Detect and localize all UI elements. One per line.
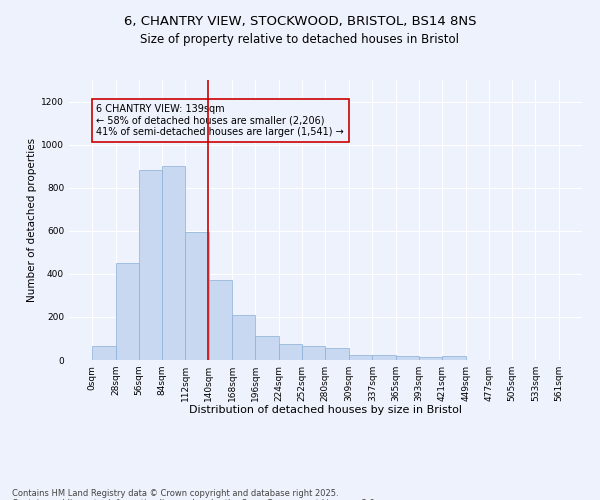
Bar <box>209 280 232 360</box>
Bar <box>442 356 466 360</box>
Text: Contains public sector information licensed under the Open Government Licence v3: Contains public sector information licen… <box>12 498 377 500</box>
Bar <box>325 348 349 360</box>
Bar <box>302 346 325 360</box>
Bar <box>396 356 419 360</box>
Bar <box>139 170 162 360</box>
Bar <box>116 263 139 360</box>
Bar <box>92 346 116 360</box>
Text: 6 CHANTRY VIEW: 139sqm
← 58% of detached houses are smaller (2,206)
41% of semi-: 6 CHANTRY VIEW: 139sqm ← 58% of detached… <box>97 104 344 137</box>
X-axis label: Distribution of detached houses by size in Bristol: Distribution of detached houses by size … <box>189 406 462 415</box>
Bar <box>349 354 373 360</box>
Text: 6, CHANTRY VIEW, STOCKWOOD, BRISTOL, BS14 8NS: 6, CHANTRY VIEW, STOCKWOOD, BRISTOL, BS1… <box>124 15 476 28</box>
Bar <box>185 232 209 360</box>
Bar <box>255 336 278 360</box>
Y-axis label: Number of detached properties: Number of detached properties <box>27 138 37 302</box>
Bar <box>373 356 396 360</box>
Text: Contains HM Land Registry data © Crown copyright and database right 2025.: Contains HM Land Registry data © Crown c… <box>12 488 338 498</box>
Bar <box>278 344 302 360</box>
Bar <box>162 166 185 360</box>
Bar <box>419 357 442 360</box>
Bar <box>232 315 255 360</box>
Text: Size of property relative to detached houses in Bristol: Size of property relative to detached ho… <box>140 32 460 46</box>
